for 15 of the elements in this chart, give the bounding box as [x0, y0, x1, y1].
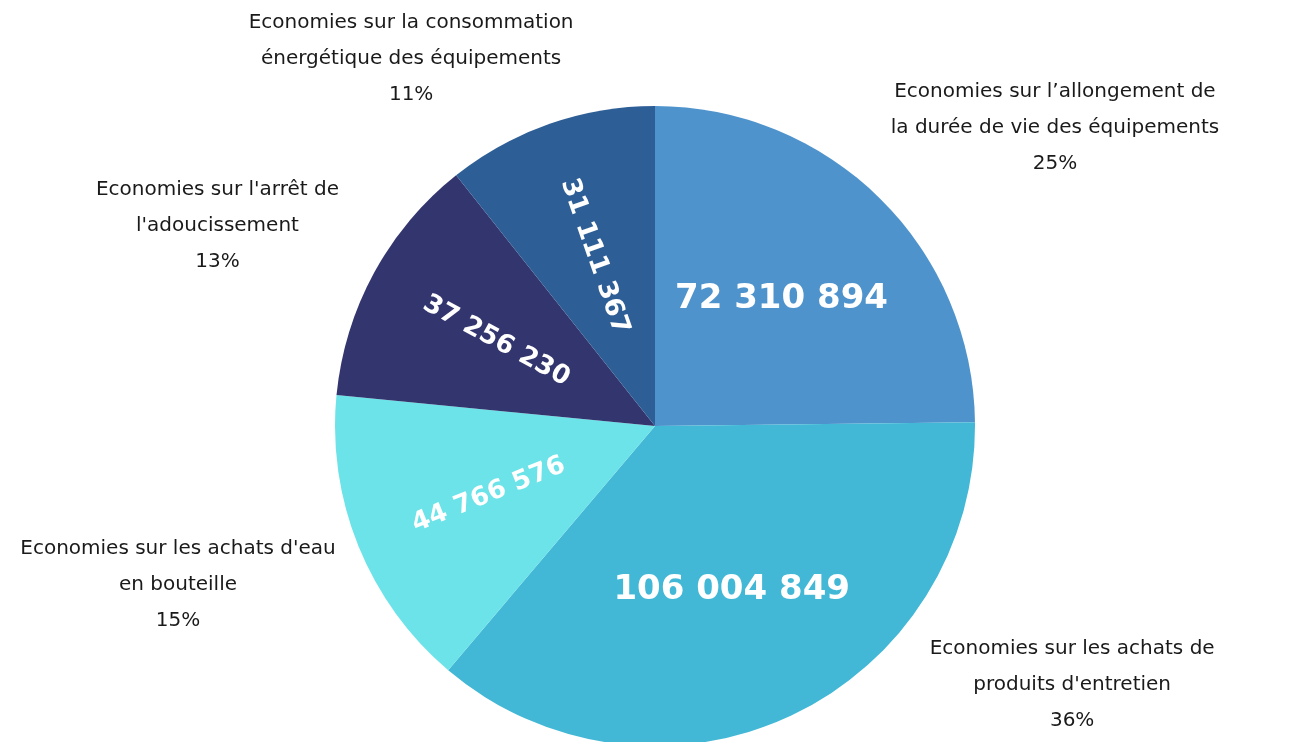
data-label: 106 004 849 — [613, 566, 850, 607]
pie-slice — [655, 106, 975, 426]
slice-label: Economies sur les achats de produits d'entretien — [929, 635, 1215, 695]
text: 15% — [155, 606, 201, 631]
text: 13% — [195, 248, 240, 273]
slice-label: Economies sur les achats d'eau en bouteille — [20, 534, 336, 595]
data-label: 44 766 576 — [406, 448, 569, 538]
data-label: 72 310 894 — [675, 275, 888, 316]
pie-slice — [336, 175, 655, 426]
text: 36% — [1049, 707, 1095, 731]
slice-label: Economies sur l’allongement de la durée de vie des équipements — [890, 78, 1220, 139]
slice-label: Economies sur l'arrêt de l'adoucissement — [95, 176, 339, 237]
text: 11% — [388, 81, 434, 105]
text: 25% — [1032, 150, 1078, 175]
slice-label: Economies sur la consommation énergétique des équipements — [248, 9, 574, 69]
